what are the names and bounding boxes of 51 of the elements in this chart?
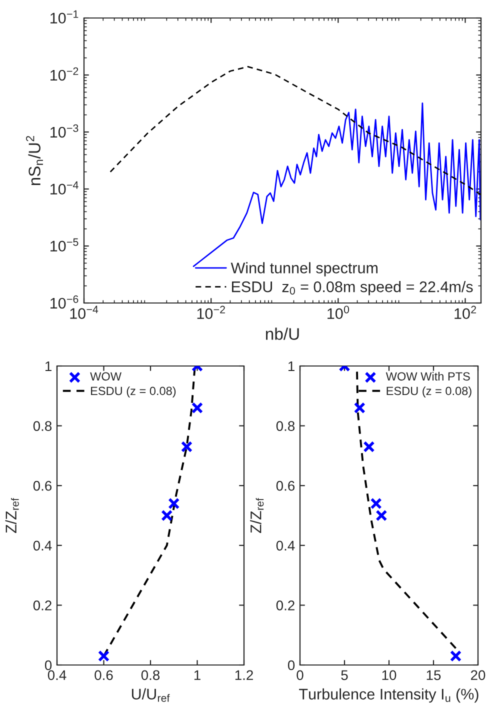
point bbox=[450, 650, 462, 662]
y-tick-label: 0.2 bbox=[33, 600, 52, 610]
y-tick-label: 10$^{−5}$ bbox=[50, 238, 78, 252]
x-tick-label: 0.6 bbox=[94, 670, 113, 680]
y-tick-label: 10$^{−4}$ bbox=[50, 181, 78, 195]
y-tick-label: 10$^{−2}$ bbox=[50, 67, 78, 81]
text: WOW With PTS bbox=[386, 372, 470, 381]
y-tick-label: 0 bbox=[44, 660, 52, 670]
x-tick-label: 10 bbox=[382, 670, 396, 680]
x-axis-title: nb/U bbox=[266, 328, 299, 340]
x-tick-label: 5 bbox=[341, 670, 348, 680]
y-tick-label: 0.6 bbox=[33, 480, 52, 491]
x-tick-label: 10$^{−2}$ bbox=[197, 306, 225, 320]
y-tick-label: 1 bbox=[45, 361, 52, 372]
point bbox=[370, 498, 382, 510]
point bbox=[180, 440, 193, 453]
legend-label: WOW bbox=[90, 372, 122, 381]
point bbox=[191, 402, 204, 414]
x-axis-title: Turbulence Intensity I$_{u}$ (%) bbox=[299, 688, 478, 703]
x-tick-label: 0 bbox=[296, 670, 304, 680]
x-tick-label: 10$^{2}$ bbox=[454, 306, 476, 320]
legend-label: ESDU z$_{0}$ = 0.08m speed = 22.4m/s bbox=[232, 281, 473, 296]
legend-label: ESDU (z = 0.08) bbox=[91, 386, 176, 398]
x-tick-label: 0.8 bbox=[141, 670, 160, 680]
point bbox=[363, 440, 375, 453]
point bbox=[168, 498, 180, 510]
y-axis-title: Z/Z$_{ref}$ bbox=[5, 498, 19, 534]
x-tick-label: 15 bbox=[426, 670, 441, 680]
y-tick-label: 1 bbox=[288, 361, 294, 372]
y-tick-label: 10$^{−1}$ bbox=[50, 10, 78, 24]
y-axis-title: nS$_{n}$/U$^{2}$ bbox=[26, 136, 43, 186]
y-tick-label: 0.8 bbox=[276, 421, 295, 431]
x-tick-label: 20 bbox=[470, 670, 486, 680]
legend-label: ESDU (z = 0.08) bbox=[386, 386, 472, 398]
point bbox=[354, 402, 366, 414]
point bbox=[376, 510, 388, 522]
y-tick-label: 0 bbox=[288, 660, 295, 670]
y-tick-label: 0.6 bbox=[276, 480, 295, 491]
y-tick-label: 0.4 bbox=[33, 540, 52, 551]
y-tick-label: 0.2 bbox=[276, 600, 294, 610]
legend-label: Wind tunnel spectrum bbox=[230, 262, 378, 276]
y-axis-title: Z/Z$_{ref}$ bbox=[250, 498, 264, 534]
y-tick-label: 0.8 bbox=[33, 421, 52, 431]
point bbox=[98, 650, 110, 662]
point bbox=[161, 510, 173, 522]
x-axis-title: U/U$_{ref}$ bbox=[132, 688, 170, 702]
y-tick-label: 10$^{−3}$ bbox=[50, 124, 78, 138]
y-tick-label: 0.4 bbox=[276, 540, 295, 551]
x-tick-label: 1.2 bbox=[235, 670, 253, 680]
x-tick-label: 1 bbox=[194, 670, 200, 680]
x-tick-label: 10$^{0}$ bbox=[328, 306, 350, 320]
